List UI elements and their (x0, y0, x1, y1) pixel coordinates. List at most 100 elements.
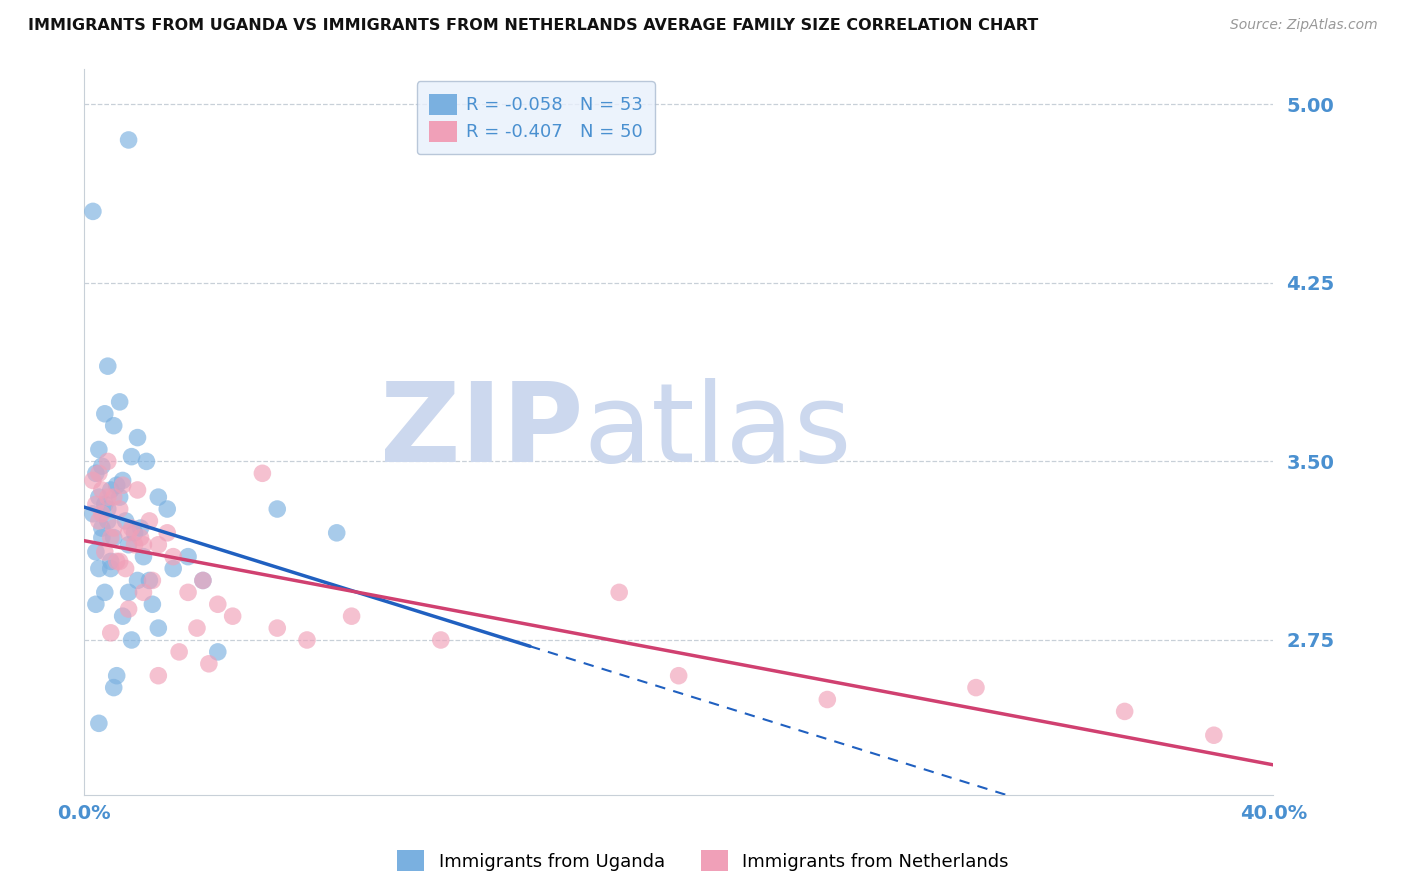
Point (84, 545, 107, 559)
Point (162, 561, 184, 575)
Point (148, 538, 170, 552)
Point (87, 716, 110, 731)
Point (82, 204, 104, 219)
Point (607, 585, 630, 599)
Point (129, 521, 152, 535)
Point (117, 538, 139, 552)
Point (221, 609, 243, 624)
Point (266, 621, 288, 635)
Point (87, 561, 110, 575)
Point (111, 478, 134, 492)
Point (129, 531, 152, 545)
Point (97, 514, 120, 528)
Point (103, 418, 125, 433)
Point (94, 585, 117, 599)
Point (100, 625, 122, 640)
Point (325, 525, 347, 540)
Point (100, 531, 122, 545)
Point (87, 442, 110, 457)
Point (117, 133, 139, 147)
Point (94, 497, 117, 511)
Point (94, 407, 117, 421)
Point (87, 467, 110, 481)
Point (100, 561, 122, 575)
Point (105, 669, 128, 683)
Point (90, 521, 112, 535)
Point (815, 692, 838, 706)
Point (103, 681, 125, 695)
Point (252, 467, 274, 481)
Point (108, 502, 131, 516)
Point (132, 549, 155, 564)
Point (121, 521, 143, 535)
Point (84, 597, 107, 611)
Point (266, 502, 288, 516)
Point (156, 525, 179, 540)
Point (141, 597, 163, 611)
Point (127, 483, 149, 497)
Point (965, 681, 987, 695)
Point (114, 561, 136, 575)
Point (138, 574, 160, 588)
Point (84, 467, 107, 481)
Point (97, 454, 120, 468)
Point (90, 507, 112, 521)
Point (103, 521, 125, 535)
Point (162, 549, 184, 564)
Point (124, 525, 146, 540)
Point (111, 609, 134, 624)
Legend: R = -0.058   N = 53, R = -0.407   N = 50: R = -0.058 N = 53, R = -0.407 N = 50 (416, 81, 655, 154)
Point (127, 431, 149, 445)
Point (148, 669, 170, 683)
Point (97, 502, 120, 516)
Point (90, 531, 112, 545)
Point (114, 514, 136, 528)
Point (103, 490, 125, 504)
Point (87, 490, 110, 504)
Text: ZIP: ZIP (380, 378, 583, 485)
Point (127, 574, 149, 588)
Point (111, 474, 134, 488)
Point (340, 609, 363, 624)
Point (177, 585, 200, 599)
Point (108, 395, 131, 409)
Point (121, 450, 143, 464)
Text: atlas: atlas (583, 378, 852, 485)
Text: IMMIGRANTS FROM UGANDA VS IMMIGRANTS FROM NETHERLANDS AVERAGE FAMILY SIZE CORREL: IMMIGRANTS FROM UGANDA VS IMMIGRANTS FRO… (28, 18, 1039, 33)
Point (97, 359, 120, 373)
Point (100, 554, 122, 568)
Point (132, 538, 155, 552)
Point (148, 621, 170, 635)
Text: Source: ZipAtlas.com: Source: ZipAtlas.com (1230, 18, 1378, 32)
Point (1202, 728, 1225, 742)
Point (135, 454, 157, 468)
Point (103, 531, 125, 545)
Point (87, 514, 110, 528)
Point (430, 632, 453, 647)
Point (191, 574, 214, 588)
Point (1114, 705, 1136, 719)
Point (207, 597, 229, 611)
Point (121, 632, 143, 647)
Point (668, 669, 690, 683)
Point (117, 525, 139, 540)
Point (94, 545, 117, 559)
Point (82, 507, 104, 521)
Point (186, 621, 208, 635)
Point (191, 574, 214, 588)
Point (132, 585, 155, 599)
Point (108, 490, 131, 504)
Point (207, 645, 229, 659)
Point (198, 657, 221, 671)
Point (124, 538, 146, 552)
Point (97, 490, 120, 504)
Point (141, 574, 163, 588)
Legend: Immigrants from Uganda, Immigrants from Netherlands: Immigrants from Uganda, Immigrants from … (389, 843, 1017, 879)
Point (105, 554, 128, 568)
Point (167, 645, 190, 659)
Point (117, 585, 139, 599)
Point (148, 490, 170, 504)
Point (105, 478, 128, 492)
Point (156, 502, 179, 516)
Point (295, 632, 318, 647)
